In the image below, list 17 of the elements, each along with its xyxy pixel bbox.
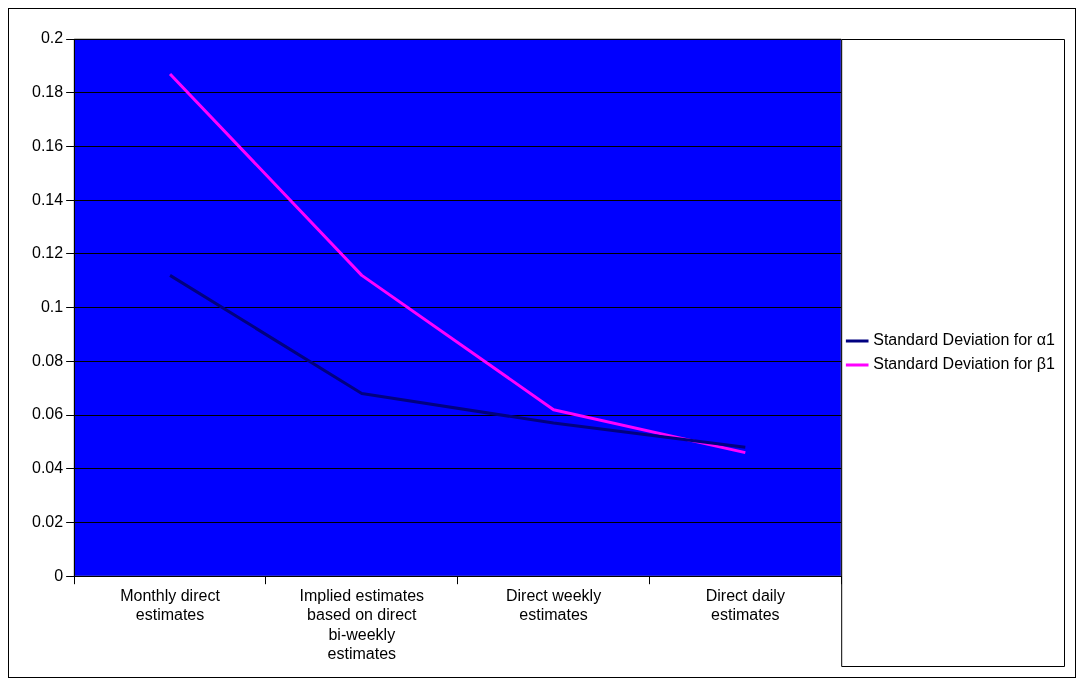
y-tick-label: 0.2 xyxy=(40,29,64,47)
legend-label: Standard Deviation for α1 xyxy=(873,331,1056,349)
y-tick-label: 0.16 xyxy=(32,136,64,154)
x-tick-label: Monthly direct estimates xyxy=(120,587,221,624)
legend-label: Standard Deviation for β1 xyxy=(873,355,1056,373)
y-tick-label: 0.14 xyxy=(32,190,64,208)
y-tick-label: 0.18 xyxy=(32,83,64,101)
x-tick-label: Direct daily estimates xyxy=(705,587,785,624)
y-tick-label: 0.06 xyxy=(32,405,64,423)
y-tick-label: 0.02 xyxy=(32,512,64,530)
y-tick-label: 0.12 xyxy=(32,244,64,262)
x-tick-label: Implied estimates based on direct bi-weekly estimates xyxy=(299,587,425,662)
x-tick-label: Direct weekly estimates xyxy=(505,587,602,624)
y-tick-label: 0.1 xyxy=(40,298,64,316)
y-tick-label: 0.08 xyxy=(32,351,64,369)
y-tick-label: 0.04 xyxy=(32,459,64,477)
y-tick-label: 0 xyxy=(54,566,64,584)
